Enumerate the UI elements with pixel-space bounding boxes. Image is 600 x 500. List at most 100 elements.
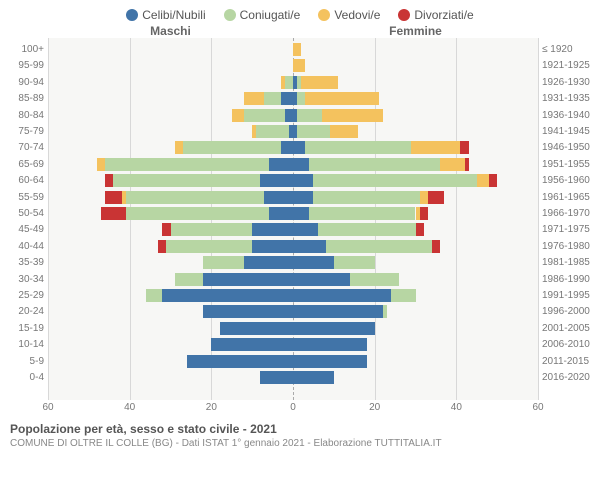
year-label: 1971-1975 — [542, 222, 600, 237]
bar-female — [293, 141, 305, 154]
x-tick: 20 — [369, 402, 380, 413]
age-label: 25-29 — [0, 288, 44, 303]
pyramid-row — [48, 91, 538, 106]
bar-male — [260, 174, 293, 187]
bar-female — [350, 273, 399, 286]
bar-male — [105, 191, 121, 204]
age-label: 75-79 — [0, 124, 44, 139]
year-label: 2011-2015 — [542, 354, 600, 369]
header-female: Femmine — [293, 24, 538, 38]
bar-female — [293, 338, 367, 351]
bar-male — [113, 174, 260, 187]
bar-male — [252, 223, 293, 236]
bar-female — [293, 158, 309, 171]
pyramid-row — [48, 304, 538, 319]
year-label: 1996-2000 — [542, 304, 600, 319]
bar-male — [281, 76, 285, 89]
age-label: 30-34 — [0, 272, 44, 287]
bar-male — [281, 92, 293, 105]
bar-female — [416, 223, 424, 236]
bar-male — [244, 256, 293, 269]
bar-female — [293, 256, 334, 269]
bar-male — [281, 141, 293, 154]
legend-label: Coniugati/e — [240, 8, 301, 22]
bar-female — [420, 207, 428, 220]
x-tick: 40 — [124, 402, 135, 413]
bar-male — [162, 289, 293, 302]
bar-male — [244, 109, 285, 122]
bar-male — [187, 355, 293, 368]
pyramid-row — [48, 108, 538, 123]
bar-female — [293, 207, 309, 220]
year-label: 2001-2005 — [542, 321, 600, 336]
bar-male — [203, 256, 244, 269]
bar-female — [309, 207, 415, 220]
bar-male — [244, 92, 264, 105]
age-label: 80-84 — [0, 108, 44, 123]
header-male: Maschi — [48, 24, 293, 38]
bar-male — [252, 125, 256, 138]
pyramid-row — [48, 222, 538, 237]
pyramid-row — [48, 272, 538, 287]
pyramid-row — [48, 173, 538, 188]
bar-male — [101, 207, 126, 220]
x-tick: 40 — [451, 402, 462, 413]
legend-label: Celibi/Nubili — [142, 8, 205, 22]
bar-female — [391, 289, 416, 302]
bar-male — [171, 223, 253, 236]
pyramid-row — [48, 255, 538, 270]
bar-female — [293, 191, 313, 204]
year-label: 2016-2020 — [542, 370, 600, 385]
legend-item: Celibi/Nubili — [126, 8, 205, 22]
legend-dot — [318, 9, 330, 21]
bar-male — [256, 125, 289, 138]
bar-female — [293, 273, 350, 286]
bar-male — [264, 92, 280, 105]
year-label: 1926-1930 — [542, 75, 600, 90]
age-label: 15-19 — [0, 321, 44, 336]
bar-male — [146, 289, 162, 302]
x-tick: 20 — [206, 402, 217, 413]
pyramid-row — [48, 124, 538, 139]
bar-female — [293, 289, 391, 302]
legend-label: Divorziati/e — [414, 8, 473, 22]
bar-male — [166, 240, 252, 253]
legend-item: Coniugati/e — [224, 8, 301, 22]
age-label: 0-4 — [0, 370, 44, 385]
bar-female — [460, 141, 468, 154]
year-label: 1976-1980 — [542, 239, 600, 254]
bar-male — [122, 191, 126, 204]
age-label: 90-94 — [0, 75, 44, 90]
bar-male — [211, 338, 293, 351]
bar-male — [158, 240, 166, 253]
bar-male — [220, 322, 294, 335]
bars-container — [48, 38, 538, 400]
bar-male — [285, 76, 293, 89]
bar-female — [477, 174, 489, 187]
grid-line — [538, 38, 539, 400]
bar-male — [203, 273, 293, 286]
age-label: 55-59 — [0, 190, 44, 205]
bar-female — [383, 305, 387, 318]
bar-female — [428, 191, 444, 204]
age-label: 5-9 — [0, 354, 44, 369]
year-label: 1931-1935 — [542, 91, 600, 106]
bar-male — [97, 158, 105, 171]
pyramid-row — [48, 157, 538, 172]
bar-female — [432, 240, 440, 253]
bar-male — [252, 240, 293, 253]
bar-female — [297, 109, 322, 122]
bar-male — [162, 223, 170, 236]
bar-male — [203, 305, 293, 318]
bar-male — [175, 273, 204, 286]
x-axis: 6040200204060 — [48, 402, 538, 418]
bar-female — [440, 158, 465, 171]
pyramid-row — [48, 239, 538, 254]
bar-male — [285, 109, 293, 122]
x-tick: 60 — [42, 402, 53, 413]
age-label: 95-99 — [0, 58, 44, 73]
bar-male — [126, 207, 269, 220]
legend-dot — [398, 9, 410, 21]
bar-female — [301, 76, 338, 89]
bar-female — [420, 191, 428, 204]
